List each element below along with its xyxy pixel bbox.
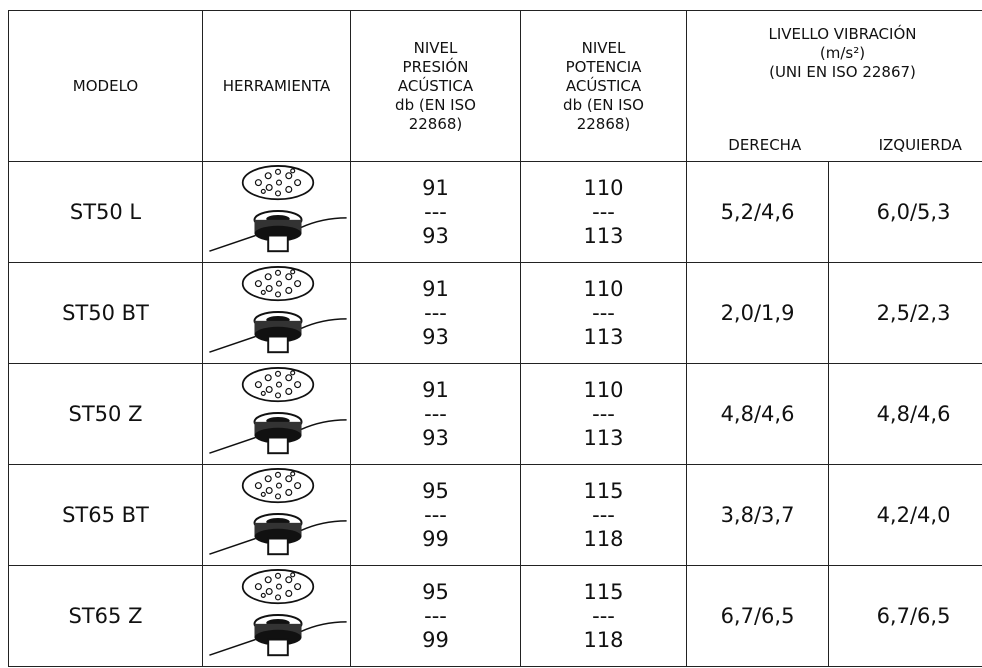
separator: --- [424, 200, 447, 224]
separator: --- [592, 503, 615, 527]
header-row: MODELO HERRAMIENTA NIVEL PRESIÓN ACÚSTICA d… [8, 10, 982, 162]
vibration-right: 4,8/4,6 [686, 363, 829, 465]
power-bottom: 118 [583, 527, 624, 551]
vibration-right: 5,2/4,6 [686, 161, 829, 263]
power-cell: 110 --- 113 [520, 363, 687, 465]
pressure-top: 91 [422, 176, 449, 200]
vibration-title: LIVELLO VIBRACIÓN (m/s²) (UNI EN ISO 22867… [687, 11, 982, 82]
header-line: NIVEL [581, 38, 626, 57]
power-cell: 115 --- 118 [520, 565, 687, 667]
power-top: 110 [583, 176, 624, 200]
vibration-right: 2,0/1,9 [686, 262, 829, 364]
power-top: 110 [583, 378, 624, 402]
pressure-cell: 95 --- 99 [350, 565, 521, 667]
tool-icon [203, 264, 353, 362]
pressure-bottom: 93 [422, 325, 449, 349]
pressure-top: 95 [422, 580, 449, 604]
vibration-left: 6,0/5,3 [828, 161, 982, 263]
header-tool: HERRAMIENTA [202, 10, 351, 162]
model: ST65 BT [8, 464, 203, 566]
vibration-left: 4,2/4,0 [828, 464, 982, 566]
pressure-bottom: 93 [422, 224, 449, 248]
tool-cell [202, 262, 353, 364]
model: ST50 Z [8, 363, 203, 465]
power-top: 115 [583, 580, 624, 604]
pressure-top: 91 [422, 378, 449, 402]
header-line: db (EN ISO [563, 95, 644, 114]
table-body: ST50 L 91 --- 93 110 --- 113 5,2/4,6 6,0/5,3 ST50… [8, 161, 982, 667]
pressure-bottom: 93 [422, 426, 449, 450]
separator: --- [424, 503, 447, 527]
power-bottom: 113 [583, 325, 624, 349]
header-line: (m/s²) [819, 44, 866, 62]
pressure-top: 95 [422, 479, 449, 503]
tool-cell [202, 161, 353, 263]
power-bottom: 113 [583, 426, 624, 450]
separator: --- [592, 604, 615, 628]
tool-icon [203, 163, 353, 261]
pressure-bottom: 99 [422, 628, 449, 652]
row: ST50 L 91 --- 93 110 --- 113 5,2/4,6 6,0/5,3 [8, 161, 982, 263]
separator: --- [424, 301, 447, 325]
header-vibration: LIVELLO VIBRACIÓN (m/s²) (UNI EN ISO 22867… [686, 10, 982, 162]
header-line: POTENCIA [565, 57, 642, 76]
separator: --- [592, 301, 615, 325]
vibration-right: 3,8/3,7 [686, 464, 829, 566]
header-line: NIVEL [413, 38, 458, 57]
separator: --- [424, 402, 447, 426]
pressure-cell: 91 --- 93 [350, 363, 521, 465]
power-top: 115 [583, 479, 624, 503]
spec-table: MODELO HERRAMIENTA NIVEL PRESIÓN ACÚSTICA d… [8, 10, 982, 667]
header-right: DERECHA [728, 136, 802, 154]
power-bottom: 118 [583, 628, 624, 652]
vibration-right: 6,7/6,5 [686, 565, 829, 667]
header-line: (UNI EN ISO 22867) [769, 63, 916, 81]
vibration-left: 6,7/6,5 [828, 565, 982, 667]
tool-icon [203, 466, 353, 564]
separator: --- [592, 200, 615, 224]
power-bottom: 113 [583, 224, 624, 248]
row: ST50 BT 91 --- 93 110 --- 113 2,0/1,9 2,5/2,3 [8, 262, 982, 364]
header-model: MODELO [8, 10, 203, 162]
header-line: ACÚSTICA [397, 76, 474, 95]
pressure-cell: 95 --- 99 [350, 464, 521, 566]
header-line: PRESIÓN [402, 57, 469, 76]
power-cell: 115 --- 118 [520, 464, 687, 566]
header-line: LIVELLO VIBRACIÓN [768, 25, 917, 43]
row: ST65 BT 95 --- 99 115 --- 118 3,8/3,7 4,2/4,0 [8, 464, 982, 566]
vibration-left: 4,8/4,6 [828, 363, 982, 465]
header-line: 22868) [408, 114, 463, 133]
model: ST65 Z [8, 565, 203, 667]
tool-cell [202, 565, 353, 667]
pressure-top: 91 [422, 277, 449, 301]
header-pressure: NIVEL PRESIÓN ACÚSTICA db (EN ISO 22868) [350, 10, 521, 162]
power-cell: 110 --- 113 [520, 161, 687, 263]
separator: --- [592, 402, 615, 426]
tool-icon [203, 567, 353, 665]
header-power: NIVEL POTENCIA ACÚSTICA db (EN ISO 22868) [520, 10, 687, 162]
model: ST50 L [8, 161, 203, 263]
power-top: 110 [583, 277, 624, 301]
pressure-cell: 91 --- 93 [350, 161, 521, 263]
header-line: 22868) [576, 114, 631, 133]
header-line: ACÚSTICA [565, 76, 642, 95]
vibration-left: 2,5/2,3 [828, 262, 982, 364]
power-cell: 110 --- 113 [520, 262, 687, 364]
vibration-sub: DERECHA IZQUIERDA [687, 136, 982, 155]
separator: --- [424, 604, 447, 628]
row: ST65 Z 95 --- 99 115 --- 118 6,7/6,5 6,7/6,5 [8, 565, 982, 667]
tool-cell [202, 464, 353, 566]
header-line: db (EN ISO [395, 95, 476, 114]
tool-cell [202, 363, 353, 465]
row: ST50 Z 91 --- 93 110 --- 113 4,8/4,6 4,8/4,6 [8, 363, 982, 465]
tool-icon [203, 365, 353, 463]
pressure-bottom: 99 [422, 527, 449, 551]
header-left: IZQUIERDA [878, 136, 962, 154]
pressure-cell: 91 --- 93 [350, 262, 521, 364]
model: ST50 BT [8, 262, 203, 364]
